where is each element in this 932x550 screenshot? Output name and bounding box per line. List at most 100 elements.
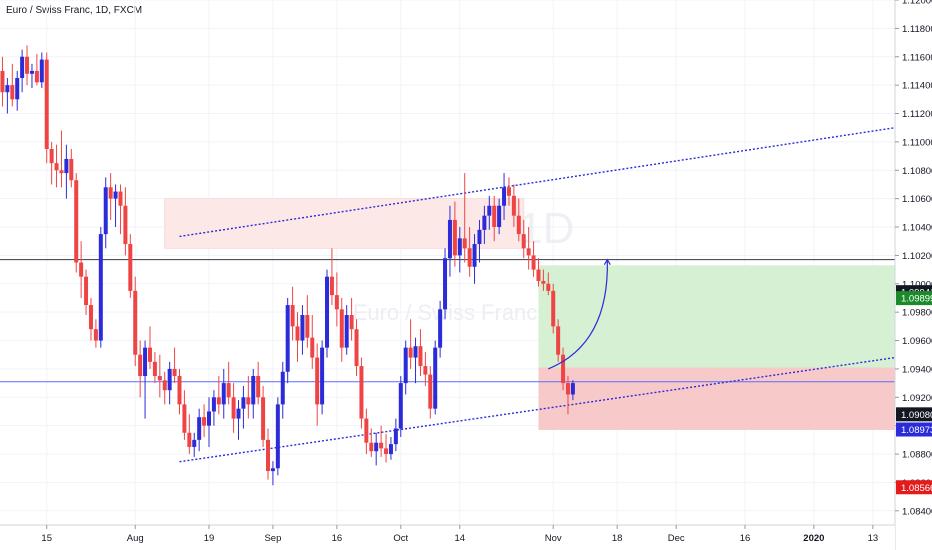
price-label: 1.08566 (896, 480, 932, 495)
candle-body (88, 305, 93, 330)
candle-body (344, 315, 349, 348)
candle (221, 368, 226, 419)
candle (325, 269, 330, 358)
candle (521, 219, 526, 259)
time-tick-label: 16 (740, 533, 751, 544)
candle-body (123, 205, 128, 245)
candle-body (39, 59, 44, 83)
candle (403, 340, 408, 395)
candle-body (182, 404, 187, 433)
candle-body (521, 234, 526, 249)
candle-body (192, 439, 197, 447)
candle (285, 297, 290, 384)
drawing-zones (164, 198, 895, 430)
candle (305, 295, 310, 348)
candle-body (187, 432, 192, 447)
candle-body (452, 219, 457, 256)
price-label-bg (896, 480, 932, 495)
candle-body (34, 70, 39, 83)
candle (206, 397, 211, 447)
candle (413, 337, 418, 384)
candle (256, 361, 261, 405)
candle (457, 227, 462, 273)
price-tick-label: 1.12000 (902, 0, 932, 7)
candle-body (98, 234, 103, 341)
candle (398, 376, 403, 438)
candle-body (20, 56, 25, 79)
price-tick-label: 1.09400 (902, 364, 932, 375)
candle (502, 173, 507, 220)
candle (516, 198, 521, 242)
candle (202, 404, 207, 438)
candle (334, 272, 339, 327)
candle-body (393, 428, 398, 445)
price-label-bg (896, 291, 932, 306)
candle-body (172, 368, 177, 377)
candle-body (44, 59, 49, 149)
candle-body (438, 309, 443, 348)
price-tick-label: 1.10800 (902, 166, 932, 177)
candle (462, 173, 467, 263)
candle-body (354, 329, 359, 367)
candle-body (565, 383, 570, 395)
candle-body (482, 215, 487, 230)
candle-body (29, 70, 34, 74)
candle (118, 184, 123, 235)
candle (384, 434, 389, 463)
candle (25, 45, 30, 86)
candle (354, 319, 359, 377)
candle (231, 383, 236, 433)
candle (241, 385, 246, 429)
candle (266, 428, 271, 480)
candle (69, 148, 74, 188)
candle-body (246, 397, 251, 405)
candle (49, 141, 54, 185)
candle-body (206, 411, 211, 426)
candle (438, 300, 443, 358)
candle (418, 329, 423, 377)
candle-body (49, 148, 54, 164)
candle-body (133, 290, 138, 355)
candle-body (310, 337, 315, 358)
candle-body (113, 191, 118, 199)
price-axis-bg (895, 0, 932, 550)
price-tick-label: 1.08800 (902, 450, 932, 461)
candle (531, 241, 536, 277)
candle (98, 227, 103, 348)
candle-body (541, 280, 546, 284)
candle-body (241, 397, 246, 409)
price-label-text: 1.08566 (901, 483, 932, 494)
candle (570, 380, 575, 401)
candle (162, 371, 167, 405)
candle-body (443, 258, 448, 310)
candle-body (457, 238, 462, 256)
candle (315, 343, 320, 426)
candle-body (211, 397, 216, 412)
candle-body (570, 383, 575, 395)
candle-body (15, 78, 20, 100)
candle-body (290, 305, 295, 327)
time-tick-label: 19 (204, 533, 215, 544)
candle-body (147, 347, 152, 362)
candle-body (251, 376, 256, 405)
candle-body (280, 371, 285, 405)
time-tick-label: Dec (668, 533, 685, 544)
price-tick-label: 1.11000 (902, 137, 932, 148)
time-tick-label: Oct (393, 533, 408, 544)
candle (0, 56, 5, 107)
candle (275, 397, 280, 476)
candle (388, 437, 393, 460)
candle (88, 297, 93, 341)
candle-body (300, 315, 305, 341)
price-tick-label: 1.10000 (902, 279, 932, 290)
price-tick-label: 1.09200 (902, 393, 932, 404)
candle-body (506, 187, 511, 196)
candle-body (447, 219, 452, 259)
candle-body (428, 374, 433, 409)
candle (477, 219, 482, 263)
candle (506, 177, 511, 206)
candle-body (329, 276, 334, 296)
candle-body (536, 269, 541, 281)
